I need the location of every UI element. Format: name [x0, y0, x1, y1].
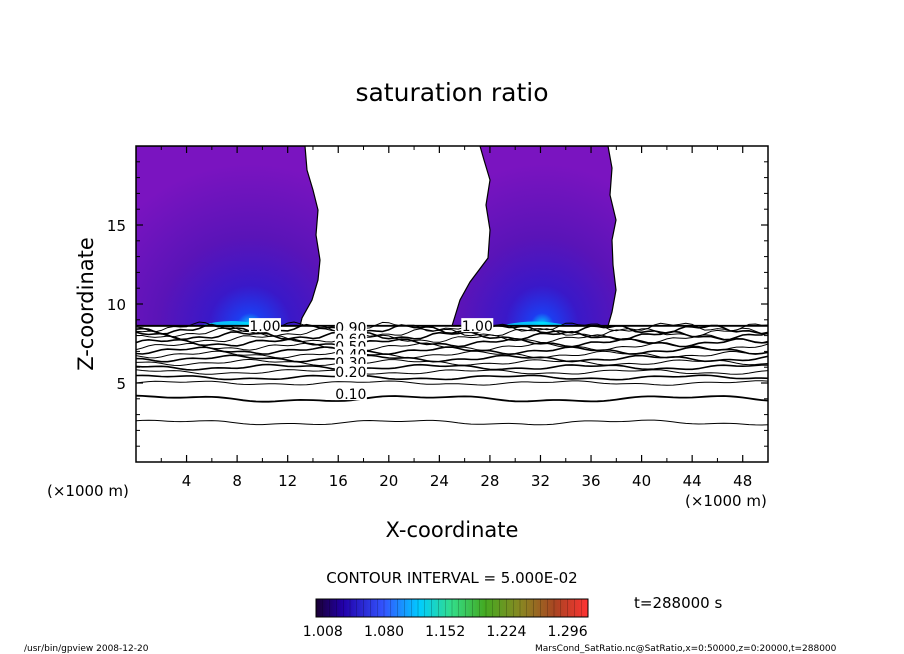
footer-right: MarsCond_SatRatio.nc@SatRatio,x=0:50000,… — [535, 644, 837, 654]
contour-label: 1.00 — [249, 319, 280, 335]
contour-labels: 1.001.000.900.600.500.400.300.200.10 — [248, 318, 494, 403]
contour-label-bg — [248, 318, 281, 333]
x-unit-left: (×1000 m) — [47, 482, 129, 500]
contour-line — [136, 363, 768, 371]
contour-line — [136, 354, 768, 363]
colorbar-tick-label: 1.080 — [364, 624, 404, 640]
x-tick-label: 28 — [480, 472, 499, 490]
x-tick-label: 24 — [430, 472, 449, 490]
x-tick-label: 20 — [379, 472, 398, 490]
contour-line — [136, 394, 768, 403]
contour-label: 1.00 — [462, 319, 493, 335]
contour-line — [136, 374, 768, 381]
x-tick-label: 40 — [632, 472, 651, 490]
y-tick-label: 5 — [116, 375, 126, 393]
x-tick-label: 44 — [683, 472, 702, 490]
supersaturated-plume-left — [136, 146, 321, 327]
contour-line — [136, 327, 768, 338]
cyan-core-left — [200, 321, 265, 326]
y-tick-label: 15 — [107, 217, 126, 235]
x-tick-label: 36 — [581, 472, 600, 490]
x-axis-ticks: 4 8 12 16 20 24 28 32 36 40 44 48 — [160, 146, 752, 490]
contour-label: 0.10 — [335, 387, 366, 403]
contour-line — [136, 380, 768, 386]
contour-line — [136, 369, 768, 375]
x-tick-label: 48 — [733, 472, 752, 490]
x-unit-right: (×1000 m) — [685, 492, 767, 510]
contour-label-bg — [334, 319, 367, 334]
x-tick-label: 32 — [531, 472, 550, 490]
footer-left: /usr/bin/gpview 2008-12-20 — [24, 644, 149, 654]
x-tick-label: 12 — [278, 472, 297, 490]
time-label: t=288000 s — [634, 594, 722, 612]
contour-line — [136, 334, 768, 344]
contour-line — [136, 358, 768, 367]
colorbar-tick-labels: 1.008 1.080 1.152 1.224 1.296 — [303, 624, 588, 640]
contour-lines — [136, 321, 768, 426]
contour-label-bg — [334, 386, 367, 401]
contour-line — [136, 323, 768, 335]
colorbar-tick-label: 1.224 — [486, 624, 526, 640]
colorbar-tick-label: 1.008 — [303, 624, 343, 640]
supersaturated-plume-right — [451, 146, 617, 327]
y-tick-label: 10 — [107, 296, 126, 314]
contour-line — [136, 337, 768, 348]
x-tick-label: 16 — [329, 472, 348, 490]
colorbar-tick-label: 1.152 — [425, 624, 465, 640]
contour-line — [136, 321, 768, 333]
x-tick-label: 4 — [182, 472, 192, 490]
contour-line — [136, 350, 768, 359]
cyan-core-right — [500, 321, 570, 326]
contour-line — [136, 419, 768, 426]
plot-area — [136, 146, 768, 426]
y-axis-ticks: 5 10 15 — [107, 161, 768, 447]
y-axis-label: Z-coordinate — [74, 237, 98, 371]
chart-title: saturation ratio — [355, 78, 548, 107]
colorbar-stripes — [322, 599, 582, 617]
x-tick-label: 8 — [232, 472, 242, 490]
x-axis-label: X-coordinate — [386, 518, 519, 542]
contour-interval-text: CONTOUR INTERVAL = 5.000E-02 — [326, 569, 577, 587]
contour-label-bg — [461, 318, 494, 333]
contour-label-bg — [334, 363, 367, 378]
contour-label: 0.20 — [335, 365, 366, 381]
colorbar-tick-label: 1.296 — [548, 624, 588, 640]
